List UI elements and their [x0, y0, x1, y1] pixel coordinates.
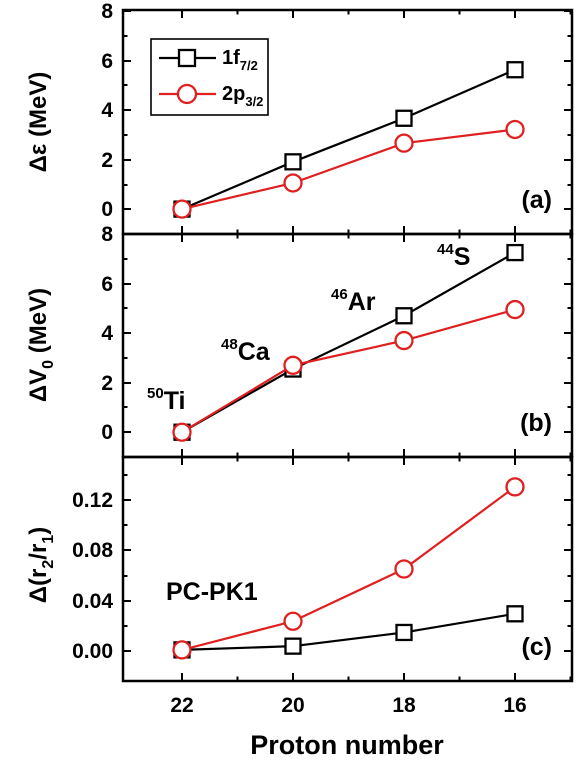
- label-rest: (MeV): [25, 288, 52, 360]
- series-point: [395, 307, 413, 325]
- nucleus-label: 44S: [437, 241, 470, 271]
- x-axis-label: Proton number: [250, 730, 444, 760]
- orbital-j: 7/2: [240, 58, 258, 73]
- element-symbol: Ar: [348, 288, 376, 316]
- series-point: [284, 153, 302, 171]
- legend-box: [150, 38, 269, 116]
- legend: 1f7/2 2p3/2: [150, 38, 269, 116]
- y-tick-label: 4: [101, 99, 113, 122]
- label-sub: 0: [40, 360, 57, 369]
- axis-ticks: [123, 10, 572, 681]
- label-sub: 1: [40, 535, 57, 544]
- mass-number: 44: [437, 241, 454, 258]
- series-point: [394, 330, 414, 351]
- y-tick-label: 2: [101, 149, 113, 172]
- y-tick-label: 0: [101, 198, 113, 221]
- y-tick-label: 0.08: [72, 539, 113, 562]
- y-tick-label: 0.04: [72, 590, 113, 613]
- panel-frame: [121, 232, 574, 459]
- series-point: [284, 637, 302, 655]
- mass-number: 50: [147, 385, 164, 402]
- y-tick-label: 2: [101, 372, 113, 395]
- series-point: [506, 243, 524, 262]
- legend-marker: [177, 48, 197, 68]
- series-point: [505, 299, 525, 320]
- label-main: Δ(r: [25, 569, 52, 604]
- x-tick-label: 18: [392, 694, 416, 717]
- series-line: [181, 308, 516, 434]
- series-point: [506, 605, 524, 623]
- series-line: [181, 485, 516, 651]
- nucleus-label: 48Ca: [221, 336, 271, 366]
- series-point: [505, 477, 525, 497]
- series-point: [172, 199, 192, 219]
- series-point: [172, 422, 192, 442]
- mass-number: 48: [221, 336, 238, 353]
- label-main: ): [25, 527, 52, 535]
- panel-label: (a): [521, 186, 552, 214]
- y-tick-label: 0.12: [72, 489, 113, 512]
- series-point: [394, 559, 414, 579]
- panel-label: (b): [520, 409, 552, 437]
- label-sub: 2: [40, 560, 57, 569]
- element-symbol: Ti: [164, 387, 186, 415]
- data-series: [172, 61, 525, 660]
- model-label: PC-PK1: [166, 578, 258, 606]
- orbital: 2p: [222, 83, 245, 105]
- y-tick-label: 8: [101, 223, 113, 246]
- label-main: /r: [25, 544, 52, 560]
- series-point: [283, 355, 303, 375]
- y-axis-label: ΔV0 (MeV): [25, 288, 57, 402]
- series-point: [395, 109, 413, 127]
- nucleus-label: 46Ar: [331, 286, 376, 316]
- series-point: [283, 611, 303, 631]
- element-symbol: Ca: [238, 338, 271, 366]
- series-point: [172, 640, 192, 660]
- series-line: [181, 612, 516, 651]
- y-tick-label: 0: [101, 421, 113, 444]
- orbital: 1f: [222, 47, 240, 69]
- series-point: [505, 119, 525, 140]
- series-line: [181, 128, 516, 211]
- legend-marker: [176, 83, 198, 105]
- x-tick-label: 16: [503, 694, 526, 717]
- series-point: [394, 133, 414, 153]
- y-tick-label: 8: [101, 0, 113, 23]
- y-tick-label: 6: [101, 50, 113, 73]
- mass-number: 46: [331, 286, 348, 303]
- x-tick-label: 20: [281, 694, 304, 717]
- y-tick-label: 0.00: [72, 640, 113, 663]
- y-axis-label: Δ(r2/r1): [25, 527, 57, 603]
- label-main: ΔV: [25, 369, 52, 402]
- series-point: [283, 173, 303, 193]
- series-line: [181, 251, 516, 434]
- panel-label: (c): [521, 633, 552, 661]
- x-tick-label: 22: [170, 694, 193, 717]
- y-axis-label: Δε (MeV): [25, 72, 52, 173]
- legend-entry-label: 2p3/2: [222, 83, 263, 109]
- y-tick-label: 4: [101, 322, 113, 345]
- nucleus-label: 50Ti: [147, 385, 185, 415]
- series-line: [181, 68, 516, 211]
- series-point: [506, 61, 524, 79]
- series-point: [395, 623, 413, 642]
- legend-entry-label: 1f7/2: [222, 47, 258, 73]
- element-symbol: S: [454, 243, 471, 271]
- y-tick-label: 6: [101, 273, 113, 296]
- orbital-j: 3/2: [245, 94, 263, 109]
